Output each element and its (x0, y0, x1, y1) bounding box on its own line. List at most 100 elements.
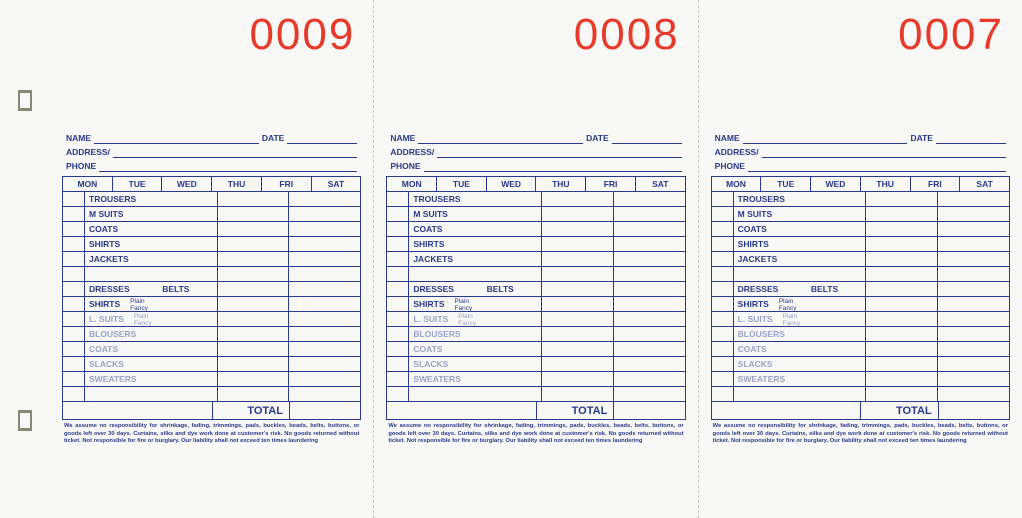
date-field[interactable] (612, 130, 682, 144)
price-cell[interactable] (866, 207, 938, 221)
amount-cell[interactable] (938, 192, 1009, 206)
qty-cell[interactable] (712, 297, 734, 311)
total-value[interactable] (614, 402, 684, 419)
amount-cell[interactable] (289, 207, 360, 221)
amount-cell[interactable] (938, 207, 1009, 221)
name-field[interactable] (743, 130, 908, 144)
qty-cell[interactable] (63, 372, 85, 386)
qty-cell[interactable] (63, 342, 85, 356)
price-cell[interactable] (542, 372, 614, 386)
price-cell[interactable] (218, 207, 290, 221)
amount-cell[interactable] (938, 252, 1009, 266)
qty-cell[interactable] (712, 222, 734, 236)
price-cell[interactable] (866, 282, 938, 296)
amount-cell[interactable] (614, 312, 685, 326)
amount-cell[interactable] (289, 327, 360, 341)
amount-cell[interactable] (289, 297, 360, 311)
price-cell[interactable] (866, 357, 938, 371)
qty-cell[interactable] (387, 357, 409, 371)
qty-cell[interactable] (63, 252, 85, 266)
amount-cell[interactable] (938, 312, 1009, 326)
qty-cell[interactable] (712, 282, 734, 296)
address-field[interactable] (762, 144, 1006, 158)
amount-cell[interactable] (938, 282, 1009, 296)
date-field[interactable] (936, 130, 1006, 144)
amount-cell[interactable] (614, 192, 685, 206)
qty-cell[interactable] (712, 192, 734, 206)
qty-cell[interactable] (387, 237, 409, 251)
amount-cell[interactable] (614, 222, 685, 236)
amount-cell[interactable] (614, 342, 685, 356)
amount-cell[interactable] (614, 297, 685, 311)
price-cell[interactable] (866, 237, 938, 251)
total-value[interactable] (290, 402, 360, 419)
price-cell[interactable] (866, 297, 938, 311)
amount-cell[interactable] (614, 282, 685, 296)
price-cell[interactable] (542, 222, 614, 236)
qty-cell[interactable] (712, 372, 734, 386)
amount-cell[interactable] (938, 342, 1009, 356)
total-value[interactable] (939, 402, 1009, 419)
qty-cell[interactable] (387, 297, 409, 311)
price-cell[interactable] (866, 192, 938, 206)
qty-cell[interactable] (387, 207, 409, 221)
amount-cell[interactable] (289, 282, 360, 296)
phone-field[interactable] (424, 158, 682, 172)
qty-cell[interactable] (712, 327, 734, 341)
qty-cell[interactable] (712, 237, 734, 251)
amount-cell[interactable] (938, 327, 1009, 341)
amount-cell[interactable] (938, 222, 1009, 236)
price-cell[interactable] (542, 192, 614, 206)
qty-cell[interactable] (712, 342, 734, 356)
qty-cell[interactable] (63, 207, 85, 221)
amount-cell[interactable] (289, 342, 360, 356)
price-cell[interactable] (218, 297, 290, 311)
amount-cell[interactable] (614, 327, 685, 341)
amount-cell[interactable] (938, 237, 1009, 251)
amount-cell[interactable] (614, 237, 685, 251)
price-cell[interactable] (218, 357, 290, 371)
address-field[interactable] (437, 144, 681, 158)
qty-cell[interactable] (387, 282, 409, 296)
amount-cell[interactable] (938, 372, 1009, 386)
price-cell[interactable] (218, 252, 290, 266)
amount-cell[interactable] (289, 252, 360, 266)
qty-cell[interactable] (387, 222, 409, 236)
price-cell[interactable] (218, 237, 290, 251)
price-cell[interactable] (542, 252, 614, 266)
price-cell[interactable] (218, 372, 290, 386)
amount-cell[interactable] (289, 357, 360, 371)
amount-cell[interactable] (938, 297, 1009, 311)
price-cell[interactable] (542, 327, 614, 341)
price-cell[interactable] (866, 222, 938, 236)
qty-cell[interactable] (712, 312, 734, 326)
qty-cell[interactable] (63, 312, 85, 326)
price-cell[interactable] (218, 342, 290, 356)
qty-cell[interactable] (63, 297, 85, 311)
qty-cell[interactable] (387, 327, 409, 341)
price-cell[interactable] (542, 312, 614, 326)
qty-cell[interactable] (63, 327, 85, 341)
amount-cell[interactable] (614, 357, 685, 371)
qty-cell[interactable] (63, 282, 85, 296)
price-cell[interactable] (866, 327, 938, 341)
address-field[interactable] (113, 144, 357, 158)
phone-field[interactable] (748, 158, 1006, 172)
qty-cell[interactable] (387, 312, 409, 326)
price-cell[interactable] (218, 312, 290, 326)
amount-cell[interactable] (614, 252, 685, 266)
qty-cell[interactable] (387, 372, 409, 386)
price-cell[interactable] (218, 327, 290, 341)
price-cell[interactable] (542, 282, 614, 296)
qty-cell[interactable] (387, 342, 409, 356)
qty-cell[interactable] (387, 252, 409, 266)
amount-cell[interactable] (289, 312, 360, 326)
price-cell[interactable] (542, 342, 614, 356)
price-cell[interactable] (218, 192, 290, 206)
qty-cell[interactable] (387, 192, 409, 206)
price-cell[interactable] (542, 297, 614, 311)
name-field[interactable] (418, 130, 583, 144)
date-field[interactable] (287, 130, 357, 144)
price-cell[interactable] (866, 342, 938, 356)
amount-cell[interactable] (289, 237, 360, 251)
